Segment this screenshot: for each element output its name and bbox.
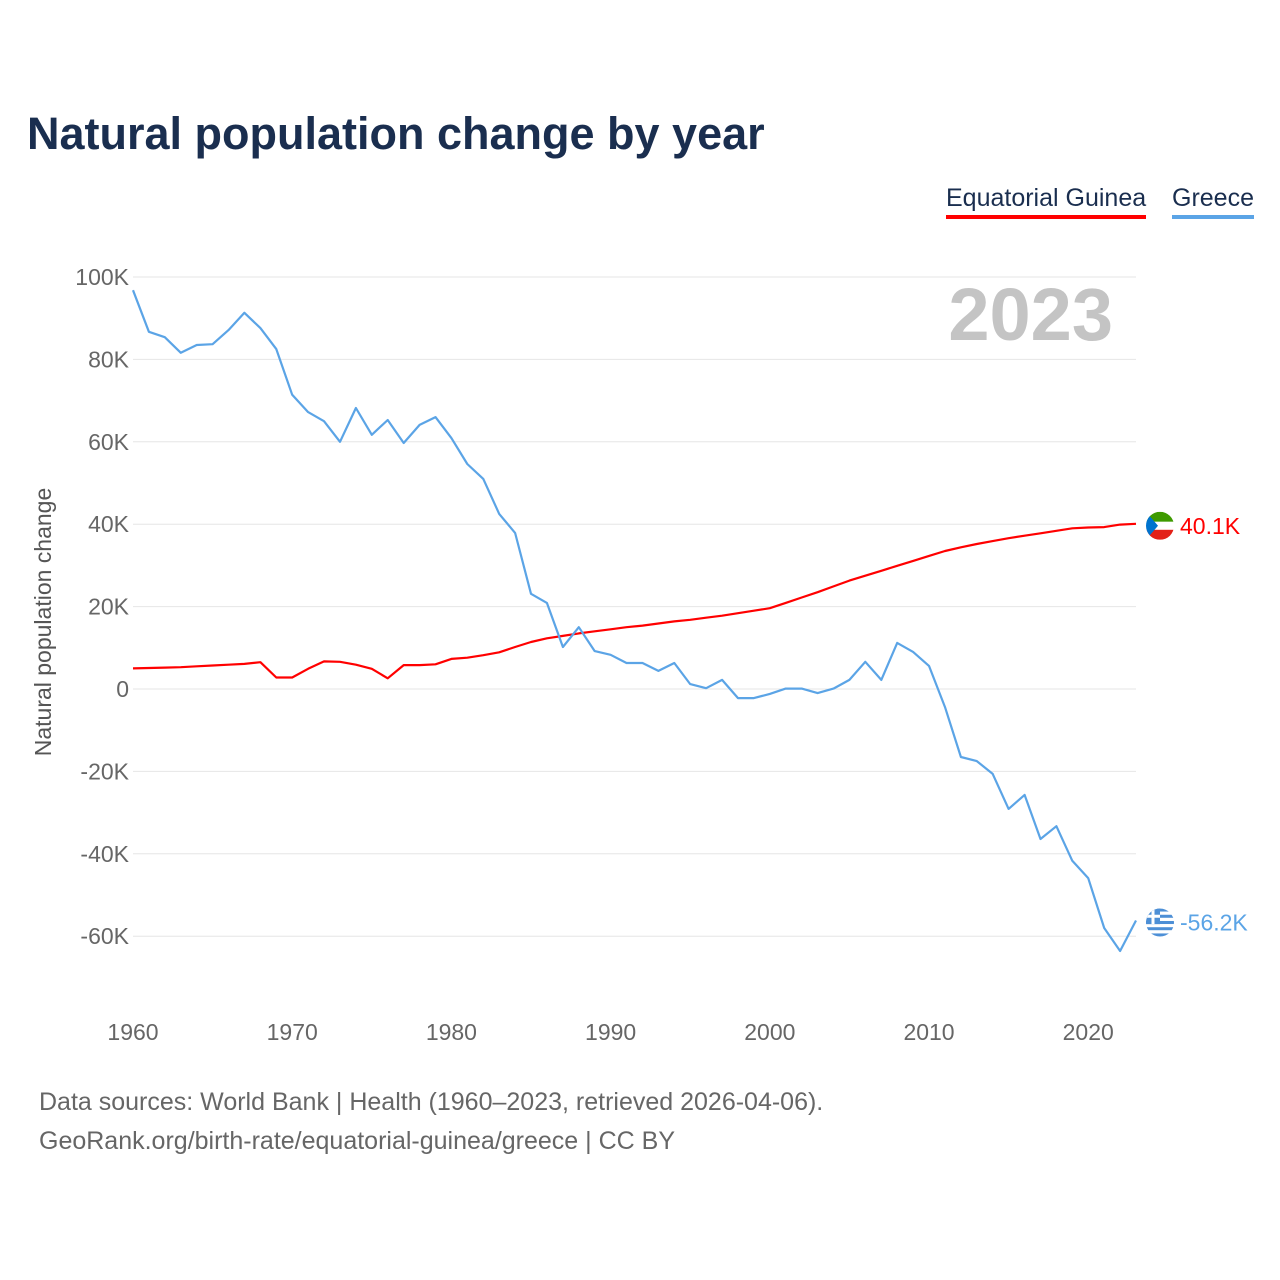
flag-graphic xyxy=(1146,908,1174,937)
y-tick-label: -20K xyxy=(80,758,129,784)
flag-stripe xyxy=(1146,924,1174,928)
y-tick-label: 40K xyxy=(88,511,130,537)
end-value-label: -56.2K xyxy=(1180,910,1248,936)
flag-cross xyxy=(1151,908,1155,925)
flag-stripe xyxy=(1146,933,1174,937)
y-tick-label: -40K xyxy=(80,841,129,867)
flag-stripe xyxy=(1146,521,1174,530)
flag-stripe xyxy=(1146,511,1174,522)
footer-attribution-link[interactable]: GeoRank.org/birth-rate/equatorial-guinea… xyxy=(39,1127,675,1155)
flag-stripe xyxy=(1146,927,1174,931)
y-tick-label: 80K xyxy=(88,346,130,372)
y-tick-label: 20K xyxy=(88,594,130,620)
x-tick-label: 2020 xyxy=(1063,1019,1114,1045)
series-line-greece xyxy=(131,289,1137,953)
footer-sources: Data sources: World Bank | Health (1960–… xyxy=(39,1088,824,1116)
x-tick-label: 1970 xyxy=(267,1019,318,1045)
greece-flag-icon xyxy=(1146,908,1174,937)
y-tick-label: 100K xyxy=(75,264,129,290)
x-tick-label: 2000 xyxy=(744,1019,795,1045)
flag-triangle xyxy=(1146,511,1158,540)
flag-stripe xyxy=(1146,930,1174,934)
x-tick-label: 1980 xyxy=(426,1019,477,1045)
equatorial-guinea-flag-icon xyxy=(1146,511,1174,540)
year-watermark: 2023 xyxy=(948,273,1113,356)
y-tick-label: 60K xyxy=(88,429,130,455)
y-axis-label: Natural population change xyxy=(30,488,56,757)
x-tick-label: 1990 xyxy=(585,1019,636,1045)
flag-stripe xyxy=(1146,529,1174,540)
series-line-equatorial-guinea xyxy=(132,522,1137,680)
legend-item-greece[interactable]: Greece xyxy=(1172,184,1254,219)
end-value-label: 40.1K xyxy=(1180,513,1241,539)
x-tick-label: 1960 xyxy=(107,1019,158,1045)
line-chart: 100K 80K 60K 40K 20K 0 -20K -40K -60K 1960 1970 198… xyxy=(30,264,1248,1045)
y-tick-label: 0 xyxy=(116,676,129,702)
flag-graphic xyxy=(1146,511,1174,540)
chart-title: Natural population change by year xyxy=(27,108,765,159)
legend-item-equatorial-guinea[interactable]: Equatorial Guinea xyxy=(946,184,1147,219)
x-tick-label: 2010 xyxy=(903,1019,954,1045)
y-tick-label: -60K xyxy=(80,923,129,949)
